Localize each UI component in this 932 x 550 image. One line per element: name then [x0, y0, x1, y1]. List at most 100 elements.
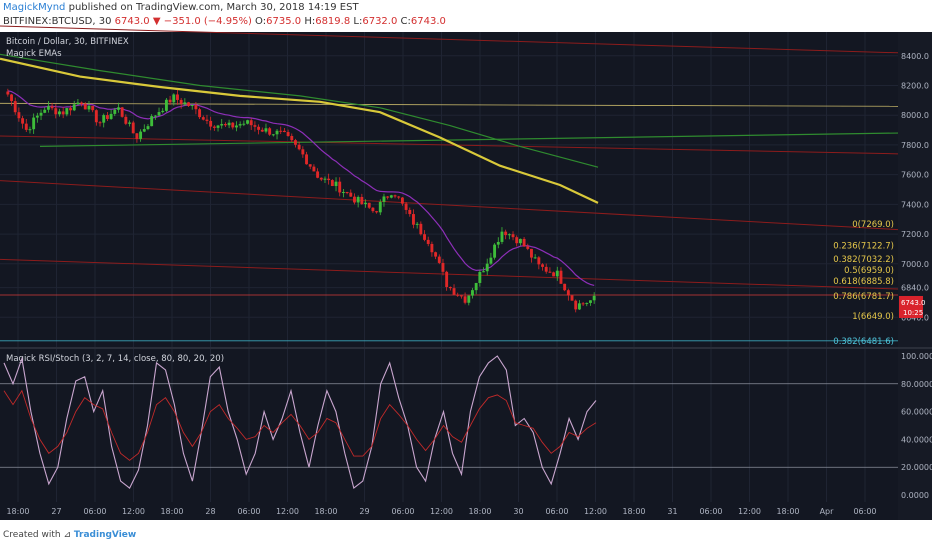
- candle-body: [87, 105, 91, 110]
- trendline-green: [39, 132, 899, 148]
- candle-body: [323, 178, 327, 180]
- candle-body: [183, 102, 187, 104]
- price-tag-value: 6743.0: [901, 299, 926, 307]
- candle-body: [83, 103, 87, 110]
- candle-body: [43, 109, 47, 113]
- trendline: [0, 180, 899, 231]
- x-tick-label: 12:00: [276, 507, 299, 516]
- x-tick-label: 12:00: [430, 507, 453, 516]
- ema-slow-line: [0, 57, 599, 204]
- y-tick-label: 7000.0: [901, 260, 929, 269]
- candle-body: [94, 110, 98, 123]
- candle-body: [478, 271, 482, 283]
- trendline: [0, 25, 899, 54]
- osc-y-tick-label: 20.0000: [901, 463, 932, 472]
- fib-label: 1(6649.0): [852, 312, 894, 322]
- fib-label: 0.786(6781.7): [833, 292, 894, 302]
- x-tick-label: 06:00: [391, 507, 414, 516]
- candle-body: [415, 223, 419, 225]
- down-arrow-icon: ▼: [152, 16, 161, 27]
- candle-body: [419, 223, 423, 235]
- osc-y-tick-label: 100.0000: [901, 352, 932, 361]
- candle-body: [463, 296, 467, 303]
- tradingview-brand[interactable]: TradingView: [73, 530, 137, 540]
- candle-body: [128, 122, 131, 124]
- osc-y-tick-label: 0.0000: [901, 491, 929, 500]
- y-tick-label: 7600.0: [901, 171, 929, 180]
- candle-body: [117, 107, 120, 110]
- candle-body: [235, 125, 238, 128]
- candle-body: [341, 191, 345, 193]
- candle-body: [150, 116, 154, 127]
- candle-body: [459, 295, 463, 297]
- ohlc-line: BITFINEX:BTCUSD, 30 6743.0 ▼ −351.0 (−4.…: [3, 16, 446, 27]
- created-with: Created with: [3, 530, 61, 540]
- candle-body: [264, 128, 268, 132]
- candle-body: [131, 122, 135, 134]
- candle-body: [316, 171, 320, 178]
- candle-body: [275, 130, 279, 135]
- candle-body: [279, 130, 283, 132]
- candle-body: [164, 99, 168, 111]
- candle-body: [408, 209, 412, 215]
- candle-body: [452, 288, 456, 295]
- candle-body: [69, 108, 72, 111]
- high-label: H:: [304, 16, 316, 27]
- candle-body: [563, 283, 567, 291]
- candle-body: [364, 202, 367, 205]
- open-label: O:: [255, 16, 267, 27]
- candle-body: [102, 115, 106, 123]
- tradingview-logo-icon: ⊿: [63, 530, 71, 540]
- candle-body: [220, 124, 224, 126]
- horizontal-level: [0, 102, 899, 107]
- candle-body: [448, 286, 452, 289]
- x-tick-label: 18:00: [468, 507, 491, 516]
- candle-body: [176, 94, 179, 100]
- trendline: [0, 135, 899, 155]
- candle-body: [507, 234, 511, 236]
- candle-body: [139, 131, 143, 139]
- x-tick-label: 18:00: [6, 507, 29, 516]
- fib-label: 0.618(6885.8): [833, 277, 894, 287]
- candle-body: [423, 234, 426, 240]
- candle-body: [375, 211, 379, 213]
- x-tick-label: 28: [205, 507, 215, 516]
- candle-body: [522, 238, 526, 247]
- x-tick-label: 06:00: [237, 507, 260, 516]
- candle-body: [518, 238, 522, 244]
- candle-body: [21, 118, 25, 124]
- candle-body: [559, 270, 563, 284]
- candle-body: [515, 237, 519, 244]
- candle-body: [386, 196, 390, 198]
- fib-label: 0.382(7032.2): [833, 255, 894, 265]
- close-value: 6743.0: [410, 16, 446, 27]
- candle-body: [308, 164, 312, 167]
- ema-mid-line: [0, 53, 599, 168]
- candle-body: [493, 244, 497, 258]
- candle-body: [124, 116, 128, 124]
- candle-body: [393, 195, 397, 197]
- candle-body: [589, 300, 592, 303]
- candle-body: [190, 105, 194, 107]
- x-tick-label: 29: [359, 507, 369, 516]
- candle-body: [246, 120, 249, 124]
- x-tick-label: 06:00: [853, 507, 876, 516]
- candle-body: [58, 111, 61, 115]
- candle-body: [10, 94, 13, 102]
- candle-body: [552, 272, 556, 277]
- author-link[interactable]: MagickMynd: [3, 2, 66, 13]
- candle-body: [257, 126, 261, 130]
- fib-label: 0.236(7122.7): [833, 242, 894, 252]
- publish-line: MagickMynd published on TradingView.com,…: [3, 2, 359, 13]
- candle-body: [290, 135, 294, 141]
- candle-body: [179, 99, 183, 104]
- candle-body: [153, 115, 157, 117]
- trendline: [0, 258, 899, 290]
- candle-body: [294, 140, 297, 145]
- candle-body: [456, 294, 460, 296]
- candle-body: [570, 295, 574, 301]
- price-tag-countdown: 10:25: [903, 309, 923, 317]
- candle-body: [223, 124, 227, 126]
